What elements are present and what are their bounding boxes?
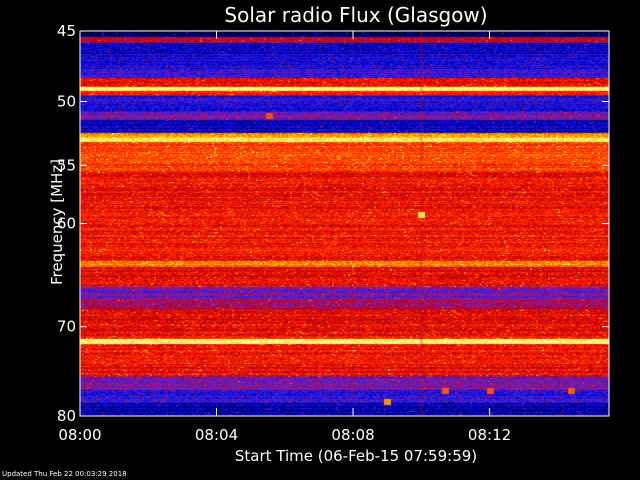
plot-area bbox=[79, 30, 610, 417]
y-tick-label: 80 bbox=[57, 407, 76, 425]
y-tick-label: 50 bbox=[57, 93, 76, 111]
x-tick-label: 08:00 bbox=[58, 426, 101, 444]
updated-timestamp: Updated Thu Feb 22 00:03:29 2018 bbox=[2, 470, 127, 478]
y-tick-label: 55 bbox=[57, 156, 76, 174]
y-tick-label: 60 bbox=[57, 215, 76, 233]
x-tick-label: 08:04 bbox=[195, 426, 238, 444]
x-tick-label: 08:12 bbox=[468, 426, 511, 444]
x-axis-label: Start Time (06-Feb-15 07:59:59) bbox=[235, 447, 477, 465]
y-tick-label: 45 bbox=[57, 22, 76, 40]
x-axis-ticks: 08:00 08:04 08:08 08:12 bbox=[58, 31, 511, 444]
x-tick-label: 08:08 bbox=[331, 426, 374, 444]
y-tick-label: 70 bbox=[57, 318, 76, 336]
spectrogram-image bbox=[80, 31, 609, 416]
y-axis-label: Frequency [MHz] bbox=[48, 159, 66, 285]
chart-title: Solar radio Flux (Glasgow) bbox=[224, 3, 487, 27]
y-axis-ticks: 45 50 55 60 70 80 bbox=[57, 22, 609, 425]
